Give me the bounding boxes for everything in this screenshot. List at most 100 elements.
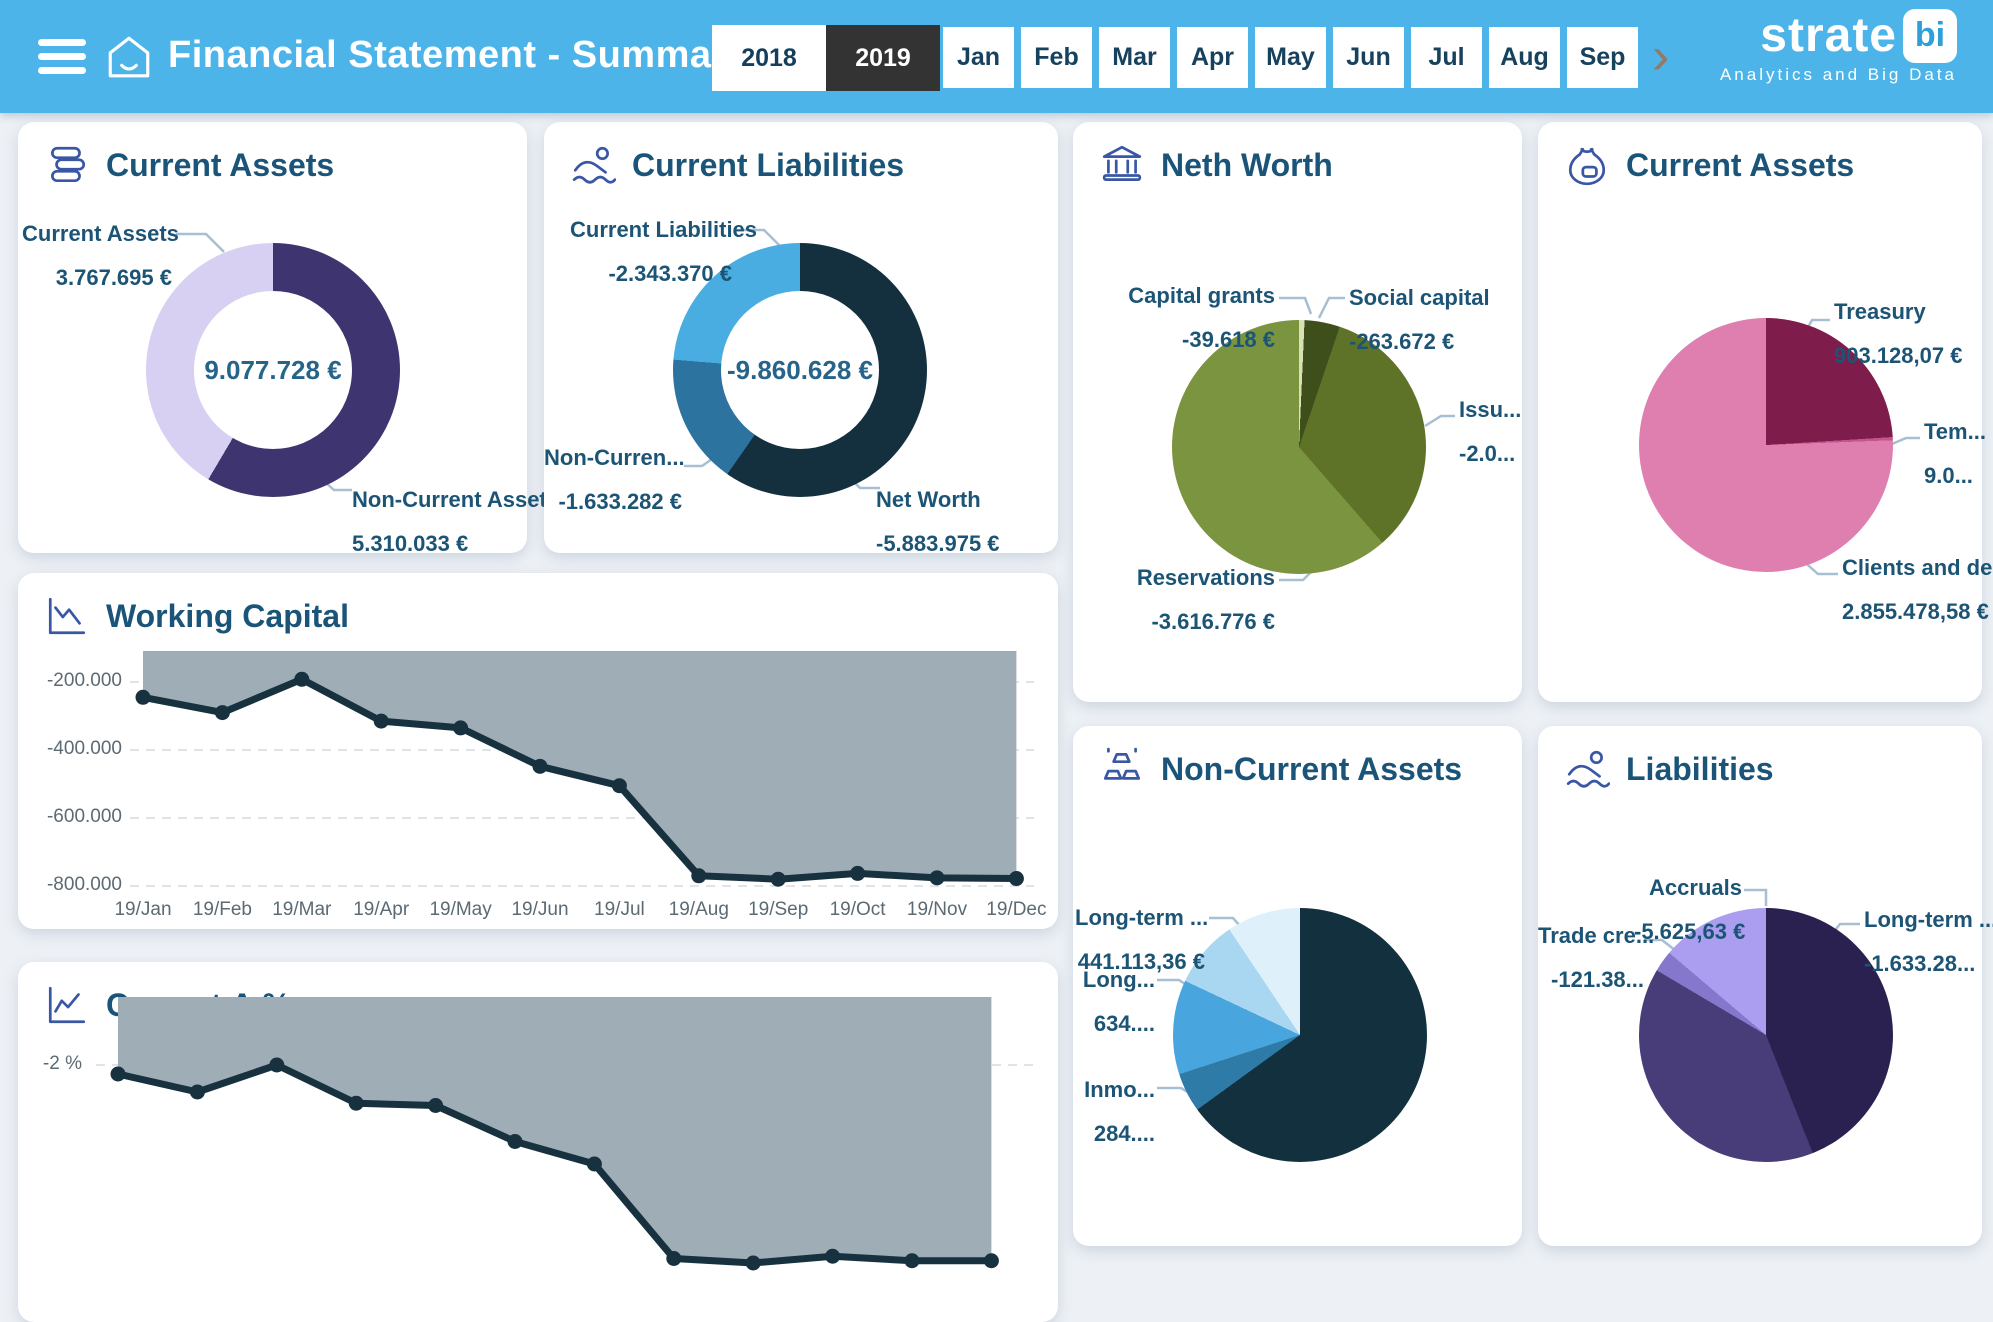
data-point-marker[interactable] (745, 1255, 761, 1271)
x-axis-tick-label: 19/Aug (668, 899, 729, 920)
non-current-assets-pie-chart[interactable] (1173, 908, 1427, 1162)
x-axis-tick-label: 19/Feb (192, 899, 252, 920)
coins-stack-icon (44, 142, 90, 188)
data-point-marker[interactable] (532, 758, 548, 774)
swimmer-icon (570, 142, 617, 188)
stratebi-logo: strate bi Analytics and Big Data (1720, 8, 1957, 85)
top-header-bar: Financial Statement - Summary 2018 2019 … (0, 0, 1993, 113)
month-filter: Jan Feb Mar Apr May Jun Jul Aug Sep (943, 27, 1638, 88)
month-button-aug[interactable]: Aug (1489, 27, 1560, 88)
data-point-marker[interactable] (586, 1156, 602, 1172)
slice-label-long-term: Long-term ... 441.113,36 € (1075, 905, 1209, 974)
hamburger-menu-icon[interactable] (38, 39, 86, 74)
neth-worth-pie-chart[interactable] (1172, 320, 1426, 574)
data-point-marker[interactable] (135, 689, 151, 705)
card-current-delta: Current Δ % -2 % (18, 962, 1058, 1322)
current-liabilities-donut-chart[interactable]: -9.860.628 € (673, 243, 927, 497)
next-months-chevron-icon[interactable]: › (1652, 27, 1670, 85)
current-delta-area-chart[interactable] (18, 962, 1058, 1322)
current-assets-donut-chart[interactable]: 9.077.728 € (146, 243, 400, 497)
data-point-marker[interactable] (850, 865, 866, 881)
slice-label-trade-creditors: Trade cre... -121.38... (1538, 923, 1655, 992)
x-axis-tick-label: 19/Mar (272, 899, 332, 920)
money-bag-icon (1564, 142, 1610, 188)
logo-text: strate (1760, 9, 1897, 62)
month-button-feb[interactable]: Feb (1021, 27, 1092, 88)
card-title: Current Assets (1626, 146, 1855, 183)
month-button-mar[interactable]: Mar (1099, 27, 1170, 88)
data-point-marker[interactable] (666, 1251, 682, 1266)
slice-label-inmo: Inmo... 284.... (1084, 1077, 1155, 1146)
month-button-jan[interactable]: Jan (943, 27, 1014, 88)
data-point-marker[interactable] (453, 720, 469, 736)
year-filter: 2018 2019 (712, 25, 940, 91)
month-button-sep[interactable]: Sep (1567, 27, 1638, 88)
data-point-marker[interactable] (983, 1253, 999, 1269)
slice-label-social-capital: Social capital -263.672 € (1349, 285, 1490, 354)
data-point-marker[interactable] (214, 705, 230, 721)
x-axis-tick-label: 19/Jun (511, 899, 569, 920)
slice-label-treasury: Treasury 903.128,07 € (1834, 299, 1963, 368)
data-point-marker[interactable] (348, 1095, 364, 1111)
y-axis-tick-label: -400.000 (46, 738, 122, 759)
current-assets-pie-chart[interactable] (1639, 318, 1893, 572)
page-title: Financial Statement - Summary (168, 34, 749, 76)
line-chart-icon (44, 982, 90, 1028)
year-button-2019[interactable]: 2019 (826, 25, 940, 91)
x-axis-tick-label: 19/Oct (829, 899, 886, 920)
area-fill (118, 997, 992, 1263)
data-point-marker[interactable] (904, 1253, 920, 1269)
home-icon[interactable] (104, 32, 154, 87)
slice-label-temporary: Tem... 9.0... (1924, 419, 1986, 488)
card-current-assets-donut: Current Assets 9.077.728 € Current Asset… (18, 122, 559, 556)
card-title: Current Assets (106, 146, 335, 183)
card-current-liabilities-donut: Current Liabilities -9.860.628 € Current… (544, 122, 1058, 556)
gold-bars-icon (1099, 746, 1145, 792)
x-axis-tick-label: 19/Jul (594, 899, 645, 920)
slice-label-reservations: Reservations -3.616.776 € (1136, 565, 1275, 634)
card-title: Liabilities (1626, 750, 1774, 787)
data-point-marker[interactable] (507, 1134, 523, 1149)
area-fill (143, 651, 1017, 880)
donut-center-value: -9.860.628 € (726, 354, 873, 385)
data-point-marker[interactable] (269, 1057, 285, 1073)
month-button-apr[interactable]: Apr (1177, 27, 1248, 88)
month-button-may[interactable]: May (1255, 27, 1326, 88)
data-point-marker[interactable] (770, 871, 786, 887)
data-point-marker[interactable] (428, 1098, 444, 1113)
x-axis-tick-label: 19/Dec (986, 899, 1047, 920)
slice-label-net-worth: Net Worth -5.883.975 € (876, 487, 1000, 556)
swimmer-icon (1564, 746, 1611, 792)
year-button-2018[interactable]: 2018 (712, 25, 826, 91)
month-button-jul[interactable]: Jul (1411, 27, 1482, 88)
y-axis-tick-label: -800.000 (46, 874, 122, 895)
slice-label-current-liabilities: Current Liabilities -2.343.370 € (570, 217, 758, 286)
data-point-marker[interactable] (825, 1248, 841, 1264)
data-point-marker[interactable] (1008, 871, 1024, 887)
x-axis-tick-label: 19/Apr (353, 899, 410, 920)
y-axis-tick-label: -600.000 (46, 806, 122, 827)
data-point-marker[interactable] (929, 870, 945, 886)
data-point-marker[interactable] (294, 671, 310, 687)
slice-label-accruals: Accruals -5.625,63 € (1634, 875, 1746, 944)
data-point-marker[interactable] (110, 1066, 126, 1082)
slice-label-long-term-liabilities: Long-term ... -1.633.28... (1864, 907, 1993, 976)
slice-label-current-assets: Current Assets 3.767.695 € (22, 221, 179, 290)
card-current-assets-pie: Current Assets Treasury 903.128,07 € Tem.… (1538, 122, 1993, 702)
y-axis-tick-label: -200.000 (46, 670, 122, 691)
slice-label-issued: Issu... -2.0... (1459, 397, 1522, 466)
y-axis-tick-label: -2 % (42, 1053, 82, 1074)
card-title: Neth Worth (1161, 146, 1333, 183)
data-point-marker[interactable] (189, 1084, 205, 1100)
donut-center-value: 9.077.728 € (204, 354, 342, 385)
working-capital-area-chart[interactable] (18, 573, 1058, 929)
slice-label-capital-grants: Capital grants -39.618 € (1128, 283, 1275, 352)
bank-icon (1099, 142, 1145, 188)
month-button-jun[interactable]: Jun (1333, 27, 1404, 88)
data-point-marker[interactable] (373, 713, 389, 729)
data-point-marker[interactable] (611, 778, 627, 794)
card-non-current-assets-pie: Non-Current Assets Long-term ... 441.113,… (1073, 726, 1522, 1246)
data-point-marker[interactable] (691, 868, 707, 884)
card-title: Current Liabilities (632, 146, 905, 183)
x-axis-tick-label: 19/Sep (748, 899, 809, 920)
